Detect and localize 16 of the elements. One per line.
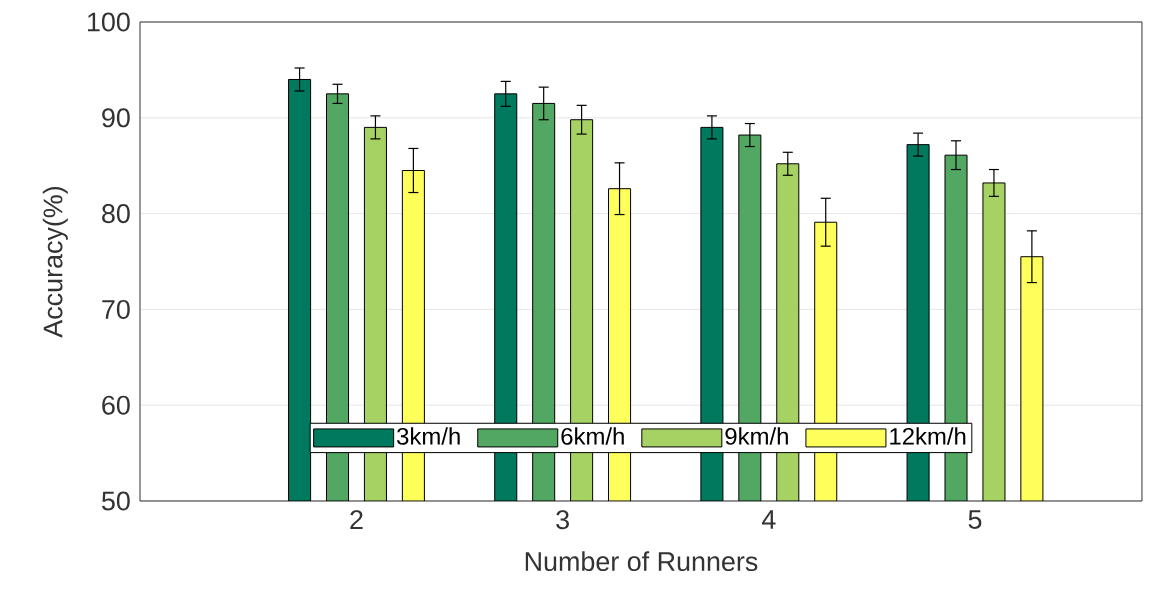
legend-label: 9km/h xyxy=(725,427,788,445)
x-tick-label: 4 xyxy=(761,510,776,529)
y-tick-label: 100 xyxy=(88,12,130,32)
legend-label: 6km/h xyxy=(561,427,624,445)
y-tick-label: 50 xyxy=(101,491,130,511)
x-axis-title: Number of Runners xyxy=(525,551,758,572)
y-tick-label: 80 xyxy=(102,204,130,224)
x-tick-label: 3 xyxy=(556,510,569,530)
y-tick-label: 70 xyxy=(102,299,130,319)
y-axis-title: Accuracy(%) xyxy=(42,186,68,338)
y-tick-label: 90 xyxy=(102,108,130,128)
legend-label: 12km/h xyxy=(890,427,966,445)
x-tick-label: 5 xyxy=(968,510,982,529)
legend-label: 3km/h xyxy=(397,427,460,445)
y-tick-label: 60 xyxy=(102,395,130,415)
x-tick-label: 2 xyxy=(350,510,363,529)
